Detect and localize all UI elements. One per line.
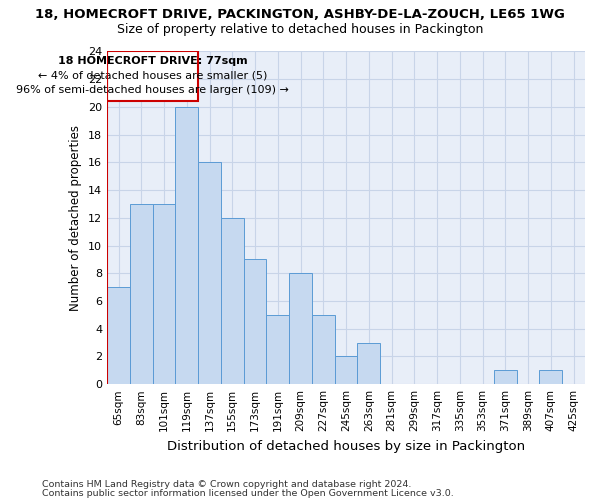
Bar	[494, 370, 517, 384]
Text: Contains public sector information licensed under the Open Government Licence v3: Contains public sector information licen…	[42, 489, 454, 498]
FancyBboxPatch shape	[107, 52, 198, 102]
Bar	[175, 107, 198, 384]
Bar	[130, 204, 152, 384]
Bar	[107, 287, 130, 384]
Bar	[152, 204, 175, 384]
Text: 18, HOMECROFT DRIVE, PACKINGTON, ASHBY-DE-LA-ZOUCH, LE65 1WG: 18, HOMECROFT DRIVE, PACKINGTON, ASHBY-D…	[35, 8, 565, 20]
Bar	[358, 342, 380, 384]
X-axis label: Distribution of detached houses by size in Packington: Distribution of detached houses by size …	[167, 440, 525, 452]
Text: Size of property relative to detached houses in Packington: Size of property relative to detached ho…	[117, 22, 483, 36]
Bar	[198, 162, 221, 384]
Bar	[539, 370, 562, 384]
Bar	[289, 274, 312, 384]
Y-axis label: Number of detached properties: Number of detached properties	[70, 125, 82, 311]
Bar	[244, 260, 266, 384]
Bar	[335, 356, 358, 384]
Bar	[312, 315, 335, 384]
Text: ← 4% of detached houses are smaller (5): ← 4% of detached houses are smaller (5)	[38, 70, 268, 80]
Text: 96% of semi-detached houses are larger (109) →: 96% of semi-detached houses are larger (…	[16, 85, 289, 95]
Text: 18 HOMECROFT DRIVE: 77sqm: 18 HOMECROFT DRIVE: 77sqm	[58, 56, 247, 66]
Bar	[221, 218, 244, 384]
Text: Contains HM Land Registry data © Crown copyright and database right 2024.: Contains HM Land Registry data © Crown c…	[42, 480, 412, 489]
Bar	[266, 315, 289, 384]
